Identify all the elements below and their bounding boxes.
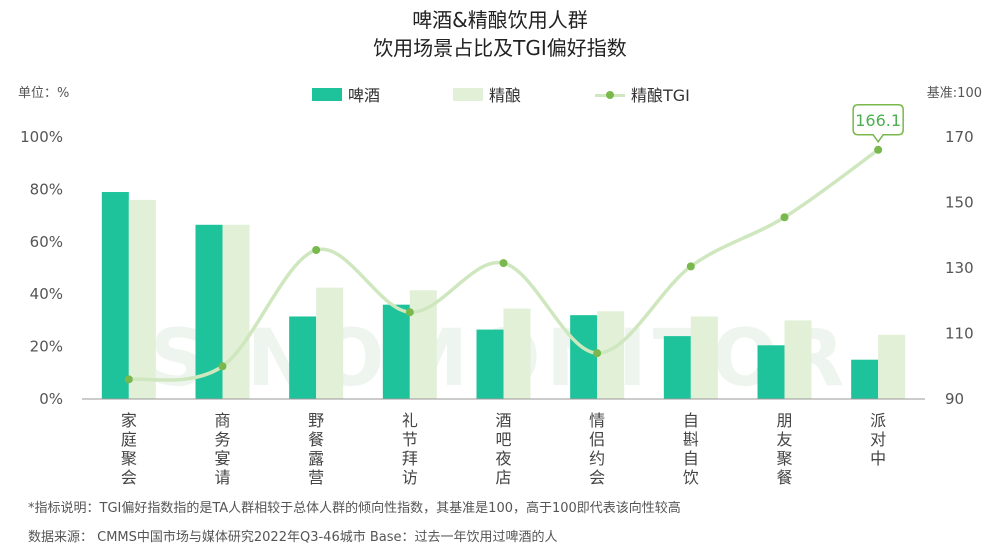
legend-swatch-beer [312, 87, 342, 101]
right-axis-tick: 150 [945, 194, 974, 212]
callout-box [852, 104, 904, 144]
bar-craft [128, 199, 156, 399]
right-axis-tick: 170 [945, 128, 974, 146]
left-axis-tick: 20% [30, 338, 63, 356]
bar-craft [597, 311, 625, 399]
tgi-point [593, 349, 602, 358]
bar-craft [503, 308, 531, 399]
bar-beer [382, 304, 410, 399]
bar-craft [878, 334, 906, 399]
right-axis-tick: 130 [945, 259, 974, 277]
category-label: 商务宴请 [214, 411, 230, 487]
legend-swatch-tgi [595, 88, 625, 101]
tgi-point [499, 259, 508, 268]
bar-craft [222, 224, 250, 399]
category-label: 家庭聚会 [121, 411, 137, 487]
legend-label-beer: 啤酒 [348, 86, 381, 105]
tgi-point [124, 375, 133, 384]
tgi-point [874, 145, 883, 154]
category-label: 派对中 [870, 411, 886, 468]
left-axis-tick: 60% [30, 233, 63, 251]
right-axis-tick: 90 [945, 390, 964, 408]
tgi-point [405, 308, 414, 317]
tgi-point [312, 245, 321, 254]
right-axis-tick: 110 [945, 325, 974, 343]
left-axis-tick: 80% [30, 180, 63, 198]
chart-legend: 啤酒 精酿 精酿TGI [0, 82, 1000, 106]
left-axis-unit: 单位：% [18, 86, 70, 101]
left-axis-tick: 100% [20, 128, 63, 146]
bar-beer [476, 329, 504, 399]
footnote-indicator: *指标说明：TGI偏好指数指的是TA人群相较于总体人群的倾向性指数，其基准是10… [28, 501, 681, 516]
bar-beer [663, 336, 691, 399]
category-label: 朋友聚餐 [776, 411, 792, 487]
bar-beer [851, 359, 879, 399]
right-axis-unit: 基准:100 [926, 86, 982, 101]
legend-label-tgi: 精酿TGI [631, 86, 690, 105]
left-axis-tick: 0% [39, 390, 63, 408]
legend-label-craft: 精酿 [489, 86, 522, 105]
footnote-source: 数据来源： CMMS中国市场与媒体研究2022年Q3-46城市 Base：过去一… [28, 530, 558, 545]
legend-item-beer: 啤酒 [312, 82, 380, 106]
callout-label: 166.1 [855, 111, 901, 130]
chart-title-line2: 饮用场景占比及TGI偏好指数 [373, 36, 627, 60]
bar-craft [784, 320, 812, 399]
left-axis-tick: 40% [30, 285, 63, 303]
bar-craft [690, 316, 718, 399]
category-label: 情侣约会 [589, 411, 605, 487]
bar-beer [757, 345, 785, 399]
category-label: 野餐露营 [308, 411, 324, 487]
legend-item-craft: 精酿 [453, 82, 521, 106]
legend-swatch-craft [453, 87, 483, 101]
tgi-point [218, 362, 227, 371]
bar-craft [316, 287, 344, 399]
category-label: 礼节拜访 [402, 411, 418, 487]
tgi-point [686, 262, 695, 271]
bar-beer [289, 316, 317, 399]
bar-beer [101, 192, 129, 399]
chart-title-line1: 啤酒&精酿饮用人群 [412, 8, 588, 32]
category-label: 自斟自饮 [683, 411, 699, 487]
legend-item-tgi: 精酿TGI [595, 82, 690, 106]
category-label: 酒吧夜店 [495, 411, 511, 487]
bar-beer [570, 315, 598, 399]
tgi-point [780, 213, 789, 222]
